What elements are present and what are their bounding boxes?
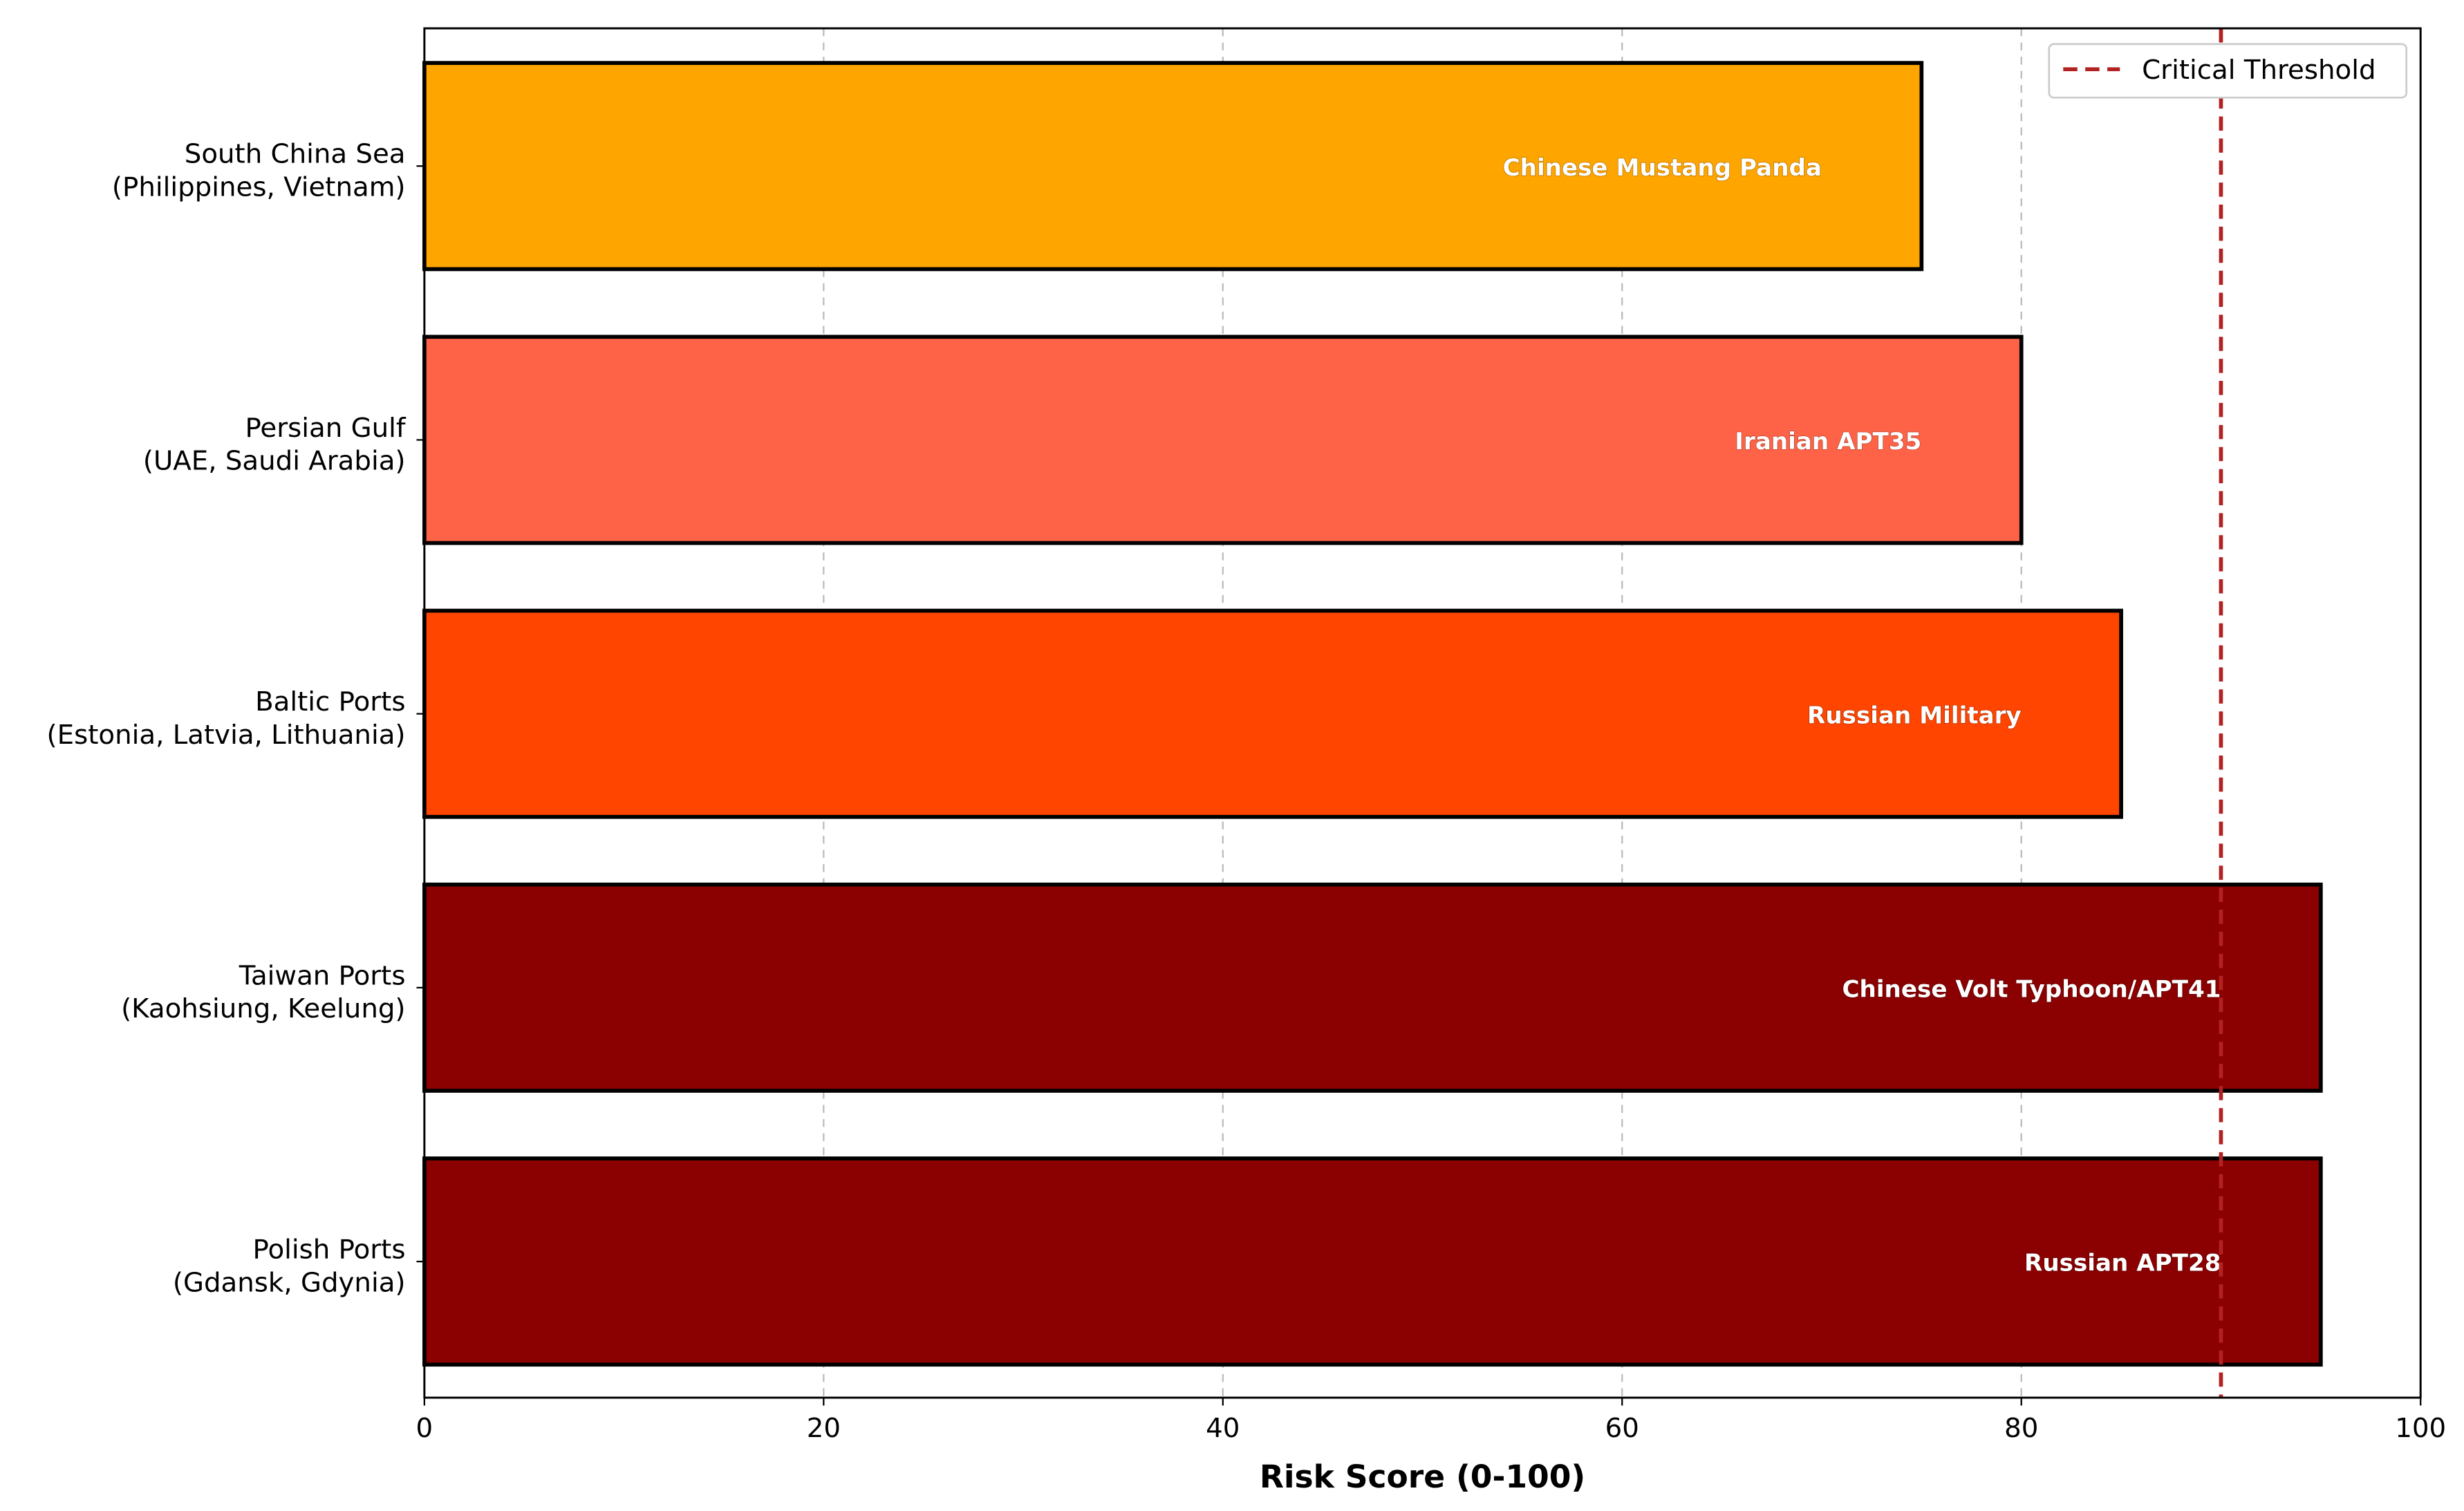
y-tick-label: Baltic Ports <box>255 686 405 717</box>
y-tick-label: (UAE, Saudi Arabia) <box>143 446 406 477</box>
x-tick-label: 20 <box>807 1413 841 1444</box>
x-tick-label: 100 <box>2395 1413 2446 1444</box>
legend-box <box>2048 43 2408 99</box>
bars: Chinese Mustang Panda Iranian APT35 Russia… <box>422 61 2323 1367</box>
bar <box>422 608 2123 819</box>
y-tick-label: (Philippines, Vietnam) <box>112 171 406 203</box>
x-tick-label: 60 <box>1605 1413 1639 1444</box>
x-tick-label: 40 <box>1206 1413 1240 1444</box>
y-tick-label: Polish Ports <box>253 1235 406 1266</box>
y-tick-label: Taiwan Ports <box>239 960 406 991</box>
bar-label: Russian Military <box>1807 702 2022 729</box>
bar-label: Chinese Mustang Panda <box>1503 154 1822 182</box>
bar-label: Chinese Volt Typhoon/APT41 <box>1842 976 2221 1004</box>
legend: Critical Threshold <box>2048 43 2408 99</box>
bar <box>422 61 1924 272</box>
x-axis-label: Risk Score (0-100) <box>1260 1458 1585 1495</box>
x-tick-label: 0 <box>416 1413 433 1444</box>
y-axis: South China Sea(Philippines, Vietnam) Per… <box>47 139 424 1298</box>
bar <box>422 335 2024 545</box>
y-tick-label: Persian Gulf <box>245 413 406 444</box>
y-tick-label: South China Sea <box>185 139 406 170</box>
bar-label: Iranian APT35 <box>1735 428 1921 456</box>
bar-label: Russian APT28 <box>2024 1250 2221 1277</box>
legend-threshold-label: Critical Threshold <box>2142 55 2376 86</box>
y-tick-label: (Estonia, Latvia, Lithuania) <box>47 720 406 751</box>
x-axis: 0 20 40 60 80 100 <box>416 1398 2446 1444</box>
x-tick-label: 80 <box>2004 1413 2038 1444</box>
y-tick-label: (Gdansk, Gdynia) <box>173 1267 406 1298</box>
y-tick-label: (Kaohsiung, Keelung) <box>121 993 405 1024</box>
bar <box>422 882 2323 1093</box>
